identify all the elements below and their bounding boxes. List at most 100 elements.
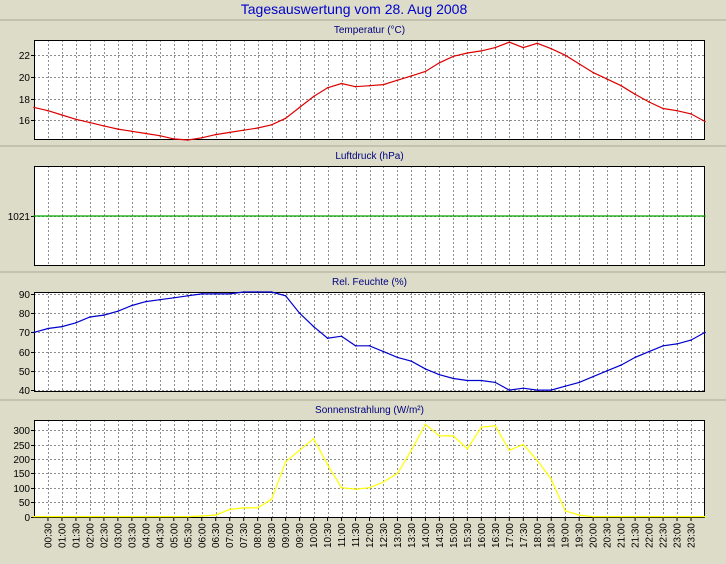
y-tick-label: 16 bbox=[19, 116, 31, 127]
x-tick-label: 07:30 bbox=[239, 523, 250, 548]
y-tick-label: 200 bbox=[13, 455, 30, 466]
data-point bbox=[536, 42, 539, 45]
x-tick-label: 13:30 bbox=[407, 523, 418, 548]
data-point bbox=[438, 62, 441, 64]
data-point bbox=[326, 337, 329, 340]
y-tick-label: 90 bbox=[19, 290, 31, 301]
data-point bbox=[312, 325, 315, 328]
grid bbox=[34, 40, 705, 140]
x-tick-label: 09:30 bbox=[295, 523, 306, 548]
chart-title: Sonnenstrahlung (W/m²) bbox=[315, 405, 424, 416]
data-point bbox=[522, 46, 525, 49]
data-point bbox=[242, 507, 245, 509]
data-point bbox=[606, 370, 608, 372]
data-point bbox=[117, 310, 119, 313]
data-point bbox=[33, 515, 35, 518]
data-point bbox=[326, 87, 329, 89]
data-point bbox=[522, 443, 525, 446]
data-point bbox=[382, 481, 385, 483]
y-tick-label: 20 bbox=[19, 73, 31, 84]
x-tick-label: 23:00 bbox=[673, 523, 684, 548]
data-point bbox=[214, 133, 217, 136]
y-tick-label: 300 bbox=[13, 426, 30, 437]
chart-panel: Sonnenstrahlung (W/m²) 0 50 100 150 200 250 300 bbox=[0, 399, 726, 524]
data-point bbox=[480, 426, 483, 429]
data-point bbox=[312, 437, 315, 440]
x-tick-label: 05:30 bbox=[183, 523, 194, 548]
data-point bbox=[690, 339, 692, 341]
x-tick-label: 20:30 bbox=[603, 523, 614, 548]
data-point bbox=[228, 131, 231, 134]
data-point bbox=[201, 137, 203, 139]
y-tick-label: 60 bbox=[19, 348, 31, 359]
data-point bbox=[382, 350, 385, 353]
data-point bbox=[676, 515, 678, 518]
data-point bbox=[89, 515, 91, 518]
data-point bbox=[159, 134, 161, 137]
data-point bbox=[494, 381, 497, 384]
data-point bbox=[564, 510, 566, 512]
data-point bbox=[47, 515, 49, 518]
x-tick-label: 08:00 bbox=[253, 523, 264, 548]
data-point bbox=[508, 389, 511, 391]
data-point bbox=[187, 139, 189, 141]
data-point bbox=[620, 84, 622, 87]
x-tick-label: 05:00 bbox=[169, 523, 180, 548]
data-point bbox=[256, 507, 259, 509]
data-point bbox=[396, 472, 399, 475]
data-point bbox=[354, 488, 357, 491]
data-point bbox=[340, 486, 343, 489]
plot-area bbox=[34, 292, 705, 392]
x-tick-label: 10:00 bbox=[309, 523, 320, 548]
y-tick-label: 50 bbox=[19, 367, 31, 378]
data-point bbox=[187, 515, 189, 518]
data-point bbox=[298, 106, 301, 109]
plot-area bbox=[34, 420, 705, 518]
data-point bbox=[242, 129, 245, 131]
data-point bbox=[47, 109, 49, 112]
y-tick-label: 100 bbox=[13, 484, 30, 495]
data-point bbox=[704, 515, 706, 518]
data-point bbox=[690, 113, 692, 115]
x-tick-label: 14:00 bbox=[421, 523, 432, 548]
data-point bbox=[452, 435, 455, 437]
x-tick-label: 20:00 bbox=[589, 523, 600, 548]
data-point bbox=[131, 130, 133, 133]
data-point bbox=[648, 101, 650, 103]
data-point bbox=[494, 46, 497, 49]
data-point bbox=[214, 293, 217, 295]
data-point bbox=[131, 304, 133, 307]
x-tick-label: 19:00 bbox=[561, 523, 572, 548]
data-point bbox=[298, 449, 301, 452]
plot-frame bbox=[34, 420, 705, 518]
x-tick-label: 22:30 bbox=[659, 523, 670, 548]
chart-panel: Luftdruck (hPa) 1021 bbox=[0, 145, 726, 266]
x-tick-label: 14:30 bbox=[435, 523, 446, 548]
y-tick-label: 80 bbox=[19, 309, 31, 320]
data-point bbox=[676, 343, 678, 345]
data-point bbox=[298, 312, 301, 315]
data-point bbox=[103, 125, 105, 127]
data-point bbox=[382, 83, 385, 86]
data-point bbox=[564, 54, 566, 56]
data-point bbox=[634, 515, 636, 518]
x-tick-label: 13:00 bbox=[393, 523, 404, 548]
data-point bbox=[117, 515, 119, 518]
page-title: Tagesauswertung vom 28. Aug 2008 bbox=[241, 1, 468, 17]
x-tick-label: 02:30 bbox=[99, 523, 110, 548]
data-point bbox=[173, 515, 175, 518]
x-tick-label: 06:00 bbox=[197, 523, 208, 548]
data-point bbox=[187, 295, 189, 297]
x-tick-label: 16:00 bbox=[477, 523, 488, 548]
data-point bbox=[312, 95, 315, 98]
data-point bbox=[340, 82, 343, 85]
data-point bbox=[424, 423, 427, 426]
data-point bbox=[354, 345, 357, 347]
data-point bbox=[75, 322, 77, 324]
data-point bbox=[256, 291, 259, 293]
data-point bbox=[466, 52, 469, 54]
data-point bbox=[452, 377, 455, 380]
data-point bbox=[75, 118, 77, 121]
data-point bbox=[173, 297, 175, 299]
chart-title: Rel. Feuchte (%) bbox=[332, 277, 407, 288]
